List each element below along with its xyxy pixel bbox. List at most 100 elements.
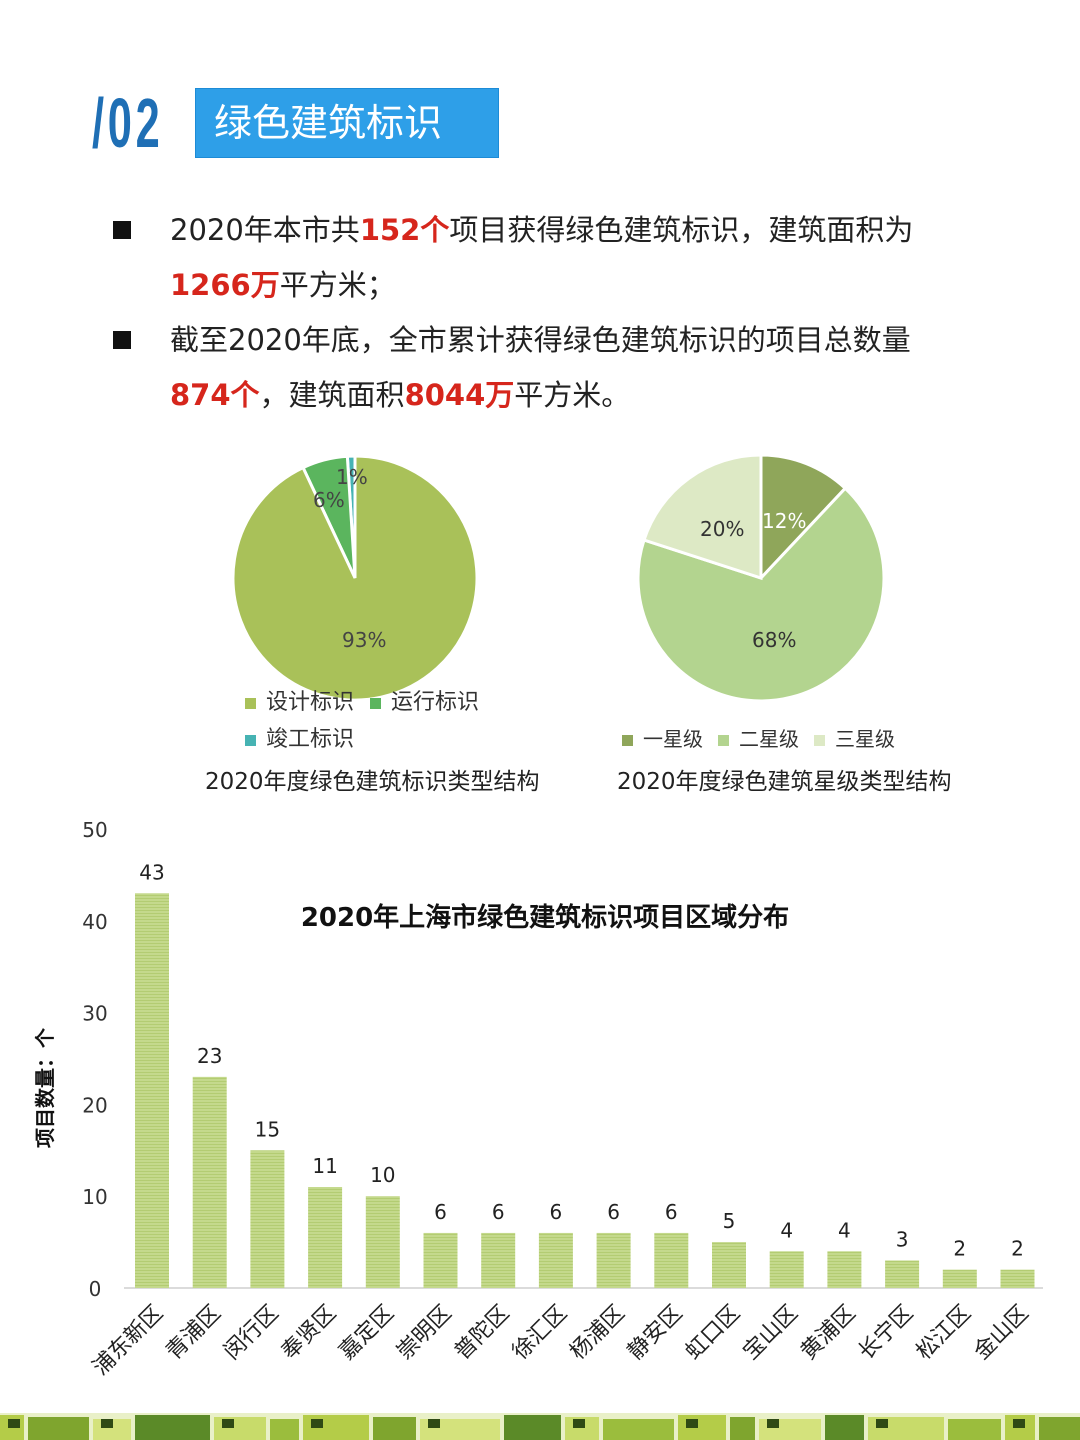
highlight-area: 8044万 xyxy=(404,378,515,412)
pie-slice-label: 93% xyxy=(342,628,387,652)
footer-block xyxy=(222,1419,234,1428)
legend-item: 设计标识 xyxy=(245,684,354,716)
text-run: 截至2020年底，全市累计获得绿色建筑标识的项目总数量 xyxy=(170,323,911,357)
bar-value-label: 23 xyxy=(197,1044,222,1068)
bar-value-label: 6 xyxy=(492,1200,505,1224)
legend-item: 二星级 xyxy=(718,723,799,752)
x-tick-label: 奉贤区 xyxy=(277,1301,341,1365)
bar-浦东新区 xyxy=(135,893,169,1288)
pie-slice-设计标识 xyxy=(231,454,479,702)
y-tick-label: 30 xyxy=(82,1002,107,1026)
footer-block xyxy=(825,1415,864,1440)
x-tick-label: 浦东新区 xyxy=(88,1301,168,1381)
y-tick-label: 0 xyxy=(89,1277,102,1301)
paragraph-1: 2020年本市共152个项目获得绿色建筑标识，建筑面积为 1266万平方米； xyxy=(170,203,970,313)
x-tick-label: 嘉定区 xyxy=(335,1301,399,1365)
legend-item: 一星级 xyxy=(622,723,703,752)
footer-block xyxy=(1039,1417,1080,1440)
x-tick-label: 普陀区 xyxy=(450,1301,514,1365)
pie-slice-一星级 xyxy=(759,453,848,582)
bar-value-label: 6 xyxy=(665,1200,678,1224)
x-tick-label: 青浦区 xyxy=(162,1301,226,1365)
pie-slice-label: 20% xyxy=(700,517,745,541)
footer-block xyxy=(28,1417,89,1440)
footer-block xyxy=(311,1419,323,1428)
legend-label: 一星级 xyxy=(643,727,703,751)
bar-金山区 xyxy=(1000,1269,1035,1288)
section-title-box: 绿色建筑标识 xyxy=(195,88,499,158)
legend-item: 运行标识 xyxy=(370,684,479,716)
x-tick-label: 虹口区 xyxy=(681,1301,745,1365)
bar-value-label: 2 xyxy=(1011,1237,1024,1261)
text-run: 项目获得绿色建筑标识，建筑面积为 xyxy=(449,213,914,247)
x-tick-label: 杨浦区 xyxy=(565,1301,629,1365)
y-tick-label: 40 xyxy=(82,910,107,934)
legend-label: 三星级 xyxy=(835,727,895,751)
pie-slice-label: 6% xyxy=(313,488,345,512)
pie-chart-caption: 2020年度绿色建筑星级类型结构 xyxy=(617,769,952,795)
x-tick-label: 黄浦区 xyxy=(796,1301,860,1365)
section-number: /02 xyxy=(92,84,164,162)
text-run: 2020年本市共 xyxy=(170,213,360,247)
x-tick-label: 徐汇区 xyxy=(508,1301,572,1365)
bar-黄浦区 xyxy=(827,1251,862,1288)
bar-嘉定区 xyxy=(365,1196,400,1288)
x-tick-label: 金山区 xyxy=(969,1301,1033,1365)
bar-青浦区 xyxy=(192,1076,227,1288)
y-axis-label: 项目数量：个 xyxy=(33,1027,57,1148)
y-tick-label: 10 xyxy=(82,1185,107,1209)
bar-奉贤区 xyxy=(308,1187,343,1288)
bar-闵行区 xyxy=(250,1150,285,1288)
bar-value-label: 4 xyxy=(838,1218,851,1242)
section-title: 绿色建筑标识 xyxy=(214,101,443,145)
bar-杨浦区 xyxy=(596,1232,631,1288)
highlight-count: 874个 xyxy=(170,378,260,412)
bullet-marker xyxy=(113,331,131,349)
bar-chart-title: 2020年上海市绿色建筑标识项目区域分布 xyxy=(301,902,789,933)
bar-chart-districts: 0 10 20 30 40 50 项目数量：个 2020年上海市绿色建筑标识项目区域分布 4 3 浦… xyxy=(33,818,1043,1381)
bar-value-label: 5 xyxy=(723,1209,736,1233)
pie-slice-三星级 xyxy=(642,453,763,581)
footer-block xyxy=(573,1419,585,1428)
x-tick-label: 崇明区 xyxy=(392,1301,456,1365)
legend-label: 竣工标识 xyxy=(266,727,355,752)
footer-block xyxy=(730,1417,755,1440)
pie-chart-type xyxy=(231,453,886,703)
bar-崇明区 xyxy=(423,1232,458,1288)
x-tick-label: 静安区 xyxy=(623,1301,687,1365)
x-tick-label: 松江区 xyxy=(912,1301,976,1365)
y-tick-label: 50 xyxy=(82,818,107,842)
legend-item: 三星级 xyxy=(814,723,895,752)
bullet-marker xyxy=(113,221,131,239)
pie-slice-label: 1% xyxy=(336,465,368,489)
bar-虹口区 xyxy=(712,1242,746,1288)
footer-block xyxy=(678,1415,726,1440)
bar-value-label: 4 xyxy=(780,1218,793,1242)
legend-item: 竣工标识 xyxy=(245,721,354,753)
bar-value-label: 3 xyxy=(896,1227,909,1251)
footer-block xyxy=(135,1415,210,1440)
bar-宝山区 xyxy=(769,1251,804,1288)
y-tick-label: 20 xyxy=(82,1093,107,1117)
text-run: 平方米。 xyxy=(514,378,631,412)
footer-block xyxy=(428,1419,440,1428)
bar-value-label: 15 xyxy=(255,1117,280,1141)
bar-value-label: 2 xyxy=(953,1237,966,1261)
bar-value-label: 6 xyxy=(607,1200,620,1224)
bar-value-label: 6 xyxy=(434,1200,447,1224)
bar-长宁区 xyxy=(885,1260,920,1288)
footer-block xyxy=(767,1419,779,1428)
footer-block xyxy=(270,1419,299,1440)
paragraph-2: 截至2020年底，全市累计获得绿色建筑标识的项目总数量 874个，建筑面积804… xyxy=(170,313,970,423)
text-run: ，建筑面积 xyxy=(259,378,405,412)
footer-block xyxy=(504,1415,561,1440)
pie-slice-label: 12% xyxy=(762,509,807,533)
x-tick-label: 长宁区 xyxy=(854,1301,918,1365)
footer-block xyxy=(686,1419,698,1428)
legend-label: 运行标识 xyxy=(391,690,480,715)
highlight-count: 152个 xyxy=(359,213,450,247)
legend-label: 二星级 xyxy=(739,727,799,751)
highlight-area: 1266万 xyxy=(170,268,280,302)
footer-block xyxy=(603,1419,674,1440)
footer-block xyxy=(1013,1419,1025,1428)
